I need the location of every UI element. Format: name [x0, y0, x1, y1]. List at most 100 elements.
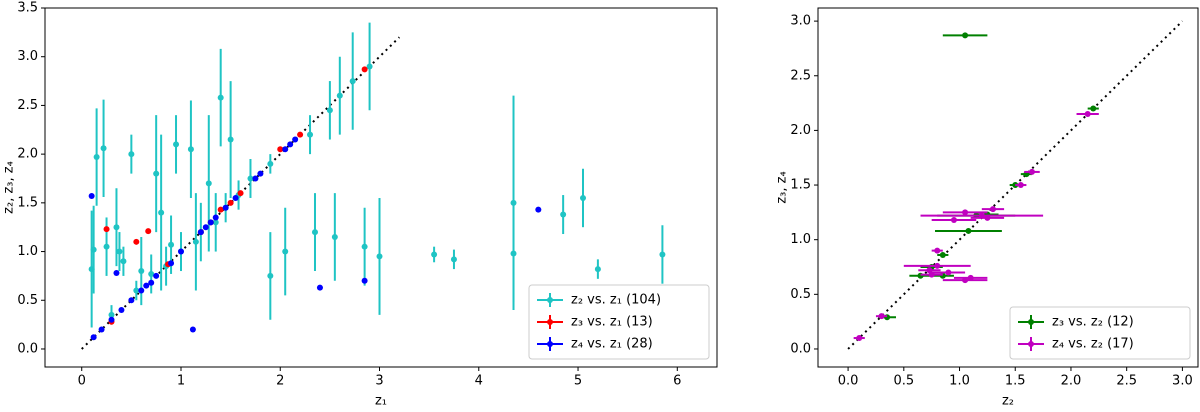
point — [965, 227, 972, 234]
y-tick-label: 0.0 — [17, 341, 38, 356]
plot-frame — [44, 7, 718, 368]
point — [116, 248, 123, 255]
point — [168, 241, 175, 248]
y-axis-label: z₃, z₄ — [775, 171, 790, 203]
x-tick-label: 3 — [375, 374, 383, 389]
legend-swatch — [1028, 341, 1034, 347]
point — [287, 141, 294, 148]
point — [962, 209, 969, 216]
point — [100, 145, 107, 152]
y-tick-label: 2.0 — [17, 147, 38, 162]
point — [138, 268, 145, 275]
y-tick-label: 0.0 — [790, 341, 811, 356]
legend-label: z₄ vs. z₁ (28) — [571, 337, 653, 352]
y-tick-label: 2.0 — [790, 123, 811, 138]
point — [361, 243, 368, 250]
point — [267, 160, 274, 167]
point — [113, 224, 120, 231]
legend-label: z₃ vs. z₁ (13) — [571, 315, 653, 330]
point — [939, 272, 946, 279]
point — [173, 141, 180, 148]
point — [252, 175, 259, 182]
point — [962, 277, 969, 284]
x-tick-label: 0 — [78, 374, 86, 389]
point — [133, 238, 140, 245]
point — [1028, 168, 1035, 175]
x-tick-label: 4 — [475, 374, 483, 389]
point — [277, 146, 284, 153]
point — [187, 146, 194, 153]
point — [659, 251, 666, 258]
y-tick-label: 3.5 — [17, 1, 38, 16]
y-tick-label: 1.5 — [17, 195, 38, 210]
point — [217, 206, 224, 213]
plot: 0.0 0.5 1.0 1.5 2.0 2.5 3.0 0.0 0.5 1.0 1.5 2.0 2.5 3… — [775, 7, 1199, 409]
x-tick-label: 0.0 — [838, 374, 859, 389]
point — [103, 243, 110, 250]
point — [227, 199, 234, 206]
y-tick-label: 0.5 — [17, 293, 38, 308]
x-tick-label: 1 — [177, 374, 185, 389]
point — [145, 228, 152, 235]
x-tick-label: 5 — [574, 374, 582, 389]
point — [945, 269, 952, 276]
point — [177, 248, 184, 255]
point — [316, 284, 323, 291]
point — [148, 270, 155, 277]
point — [93, 154, 100, 161]
point — [98, 326, 105, 333]
legend-box — [1009, 306, 1191, 360]
point — [207, 219, 214, 226]
point — [189, 326, 196, 333]
point — [579, 194, 586, 201]
point — [934, 262, 941, 269]
point — [113, 269, 120, 276]
plot-frame — [817, 7, 1199, 368]
point — [108, 316, 115, 323]
x-tick-label: 3.0 — [1172, 374, 1193, 389]
point — [247, 175, 254, 182]
point — [878, 313, 885, 320]
y-axis-label: z₂, z₃, z₄ — [2, 161, 17, 214]
point — [297, 131, 304, 138]
point — [197, 229, 204, 236]
x-tick-label: 2.5 — [1116, 374, 1137, 389]
point — [158, 209, 165, 216]
point — [311, 229, 318, 236]
point — [361, 66, 368, 73]
point — [232, 194, 239, 201]
point — [962, 32, 969, 39]
x-tick-label: 6 — [673, 374, 681, 389]
point — [510, 199, 517, 206]
point — [856, 335, 863, 342]
point — [212, 214, 219, 221]
point — [292, 136, 299, 143]
point — [118, 307, 125, 314]
point — [917, 272, 924, 279]
point — [1017, 182, 1024, 189]
point — [108, 311, 115, 318]
point — [212, 219, 219, 226]
point — [128, 151, 135, 158]
y-tick-label: 1.0 — [17, 244, 38, 259]
point — [257, 170, 264, 177]
y-tick-label: 1.5 — [790, 178, 811, 193]
point — [267, 272, 274, 279]
point — [934, 247, 941, 254]
point — [307, 131, 314, 138]
point — [205, 180, 212, 187]
legend-label: z₂ vs. z₁ (104) — [571, 293, 661, 308]
point — [349, 78, 356, 85]
point — [331, 233, 338, 240]
point — [594, 266, 601, 273]
x-tick-label: 0.5 — [893, 374, 914, 389]
legend-swatch — [547, 341, 553, 347]
point — [88, 193, 95, 200]
point — [148, 279, 155, 286]
point — [103, 226, 110, 233]
point — [1084, 111, 1091, 118]
x-tick-label: 1.5 — [1005, 374, 1026, 389]
point — [984, 214, 991, 221]
x-tick-label: 1.0 — [949, 374, 970, 389]
